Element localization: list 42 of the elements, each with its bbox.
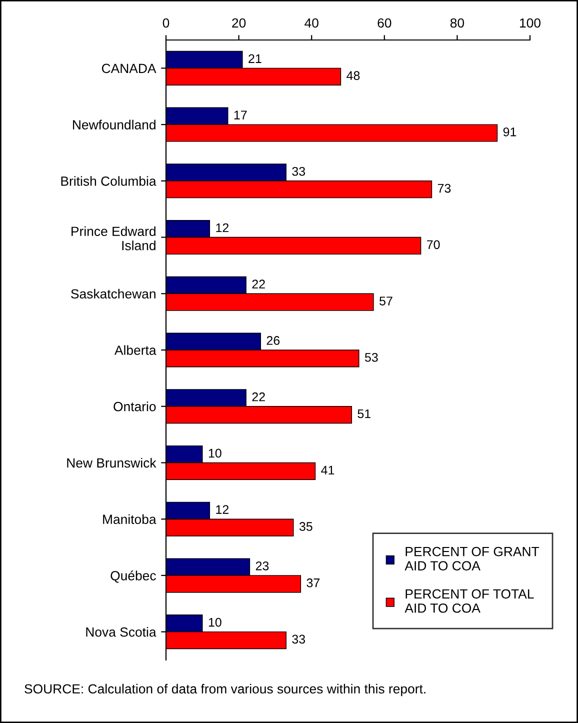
data-label: 53 — [364, 352, 378, 362]
data-label: 10 — [208, 618, 222, 627]
data-label: 73 — [438, 184, 451, 193]
x-tick-label: 60 — [378, 18, 392, 28]
y-tick-label: New Brunswick — [67, 458, 156, 468]
x-tick-label: 80 — [450, 18, 464, 28]
data-label: 48 — [346, 71, 360, 80]
x-tick-label: 20 — [232, 18, 246, 28]
y-tick-label: CANADA — [102, 64, 156, 74]
legend-label: PERCENT OF GRANT AID TO COA — [404, 546, 540, 570]
data-label: 51 — [358, 409, 370, 418]
data-label: 23 — [256, 562, 269, 570]
data-label: 22 — [252, 280, 265, 288]
data-label: 10 — [208, 448, 222, 458]
data-label: 41 — [321, 466, 334, 474]
x-tick-label: 40 — [304, 18, 318, 28]
y-tick-label: Nova Scotia — [86, 627, 156, 637]
data-label: 33 — [292, 634, 306, 644]
data-label: 22 — [252, 392, 265, 402]
data-label: 57 — [380, 296, 392, 306]
data-label: 35 — [299, 522, 312, 531]
data-label: 37 — [306, 578, 320, 588]
y-tick-label: Québec — [110, 570, 156, 583]
legend-label: PERCENT OF TOTAL AID TO COA — [404, 589, 534, 613]
y-tick-label: Prince Edward Island — [72, 226, 156, 250]
y-tick-label: Newfoundland — [73, 120, 156, 130]
y-tick-label: Manitoba — [103, 514, 156, 524]
data-label: 17 — [234, 110, 247, 120]
data-label: 21 — [248, 54, 262, 63]
data-label: 26 — [266, 336, 280, 345]
data-label: 33 — [292, 166, 306, 176]
data-label: 91 — [503, 128, 516, 136]
y-tick-label: British Columbia — [61, 176, 156, 186]
y-tick-label: Saskatchewan — [71, 288, 156, 299]
y-tick-label: Ontario — [114, 402, 156, 412]
x-tick-label: 100 — [520, 18, 540, 28]
source-note: SOURCE: Calculation of data from various sources within this report. — [24, 684, 426, 696]
data-label: 12 — [216, 223, 229, 232]
data-label: 70 — [426, 240, 440, 250]
data-label: 12 — [216, 505, 229, 514]
y-tick-label: Alberta — [114, 345, 156, 355]
x-tick-label: 0 — [162, 18, 170, 28]
